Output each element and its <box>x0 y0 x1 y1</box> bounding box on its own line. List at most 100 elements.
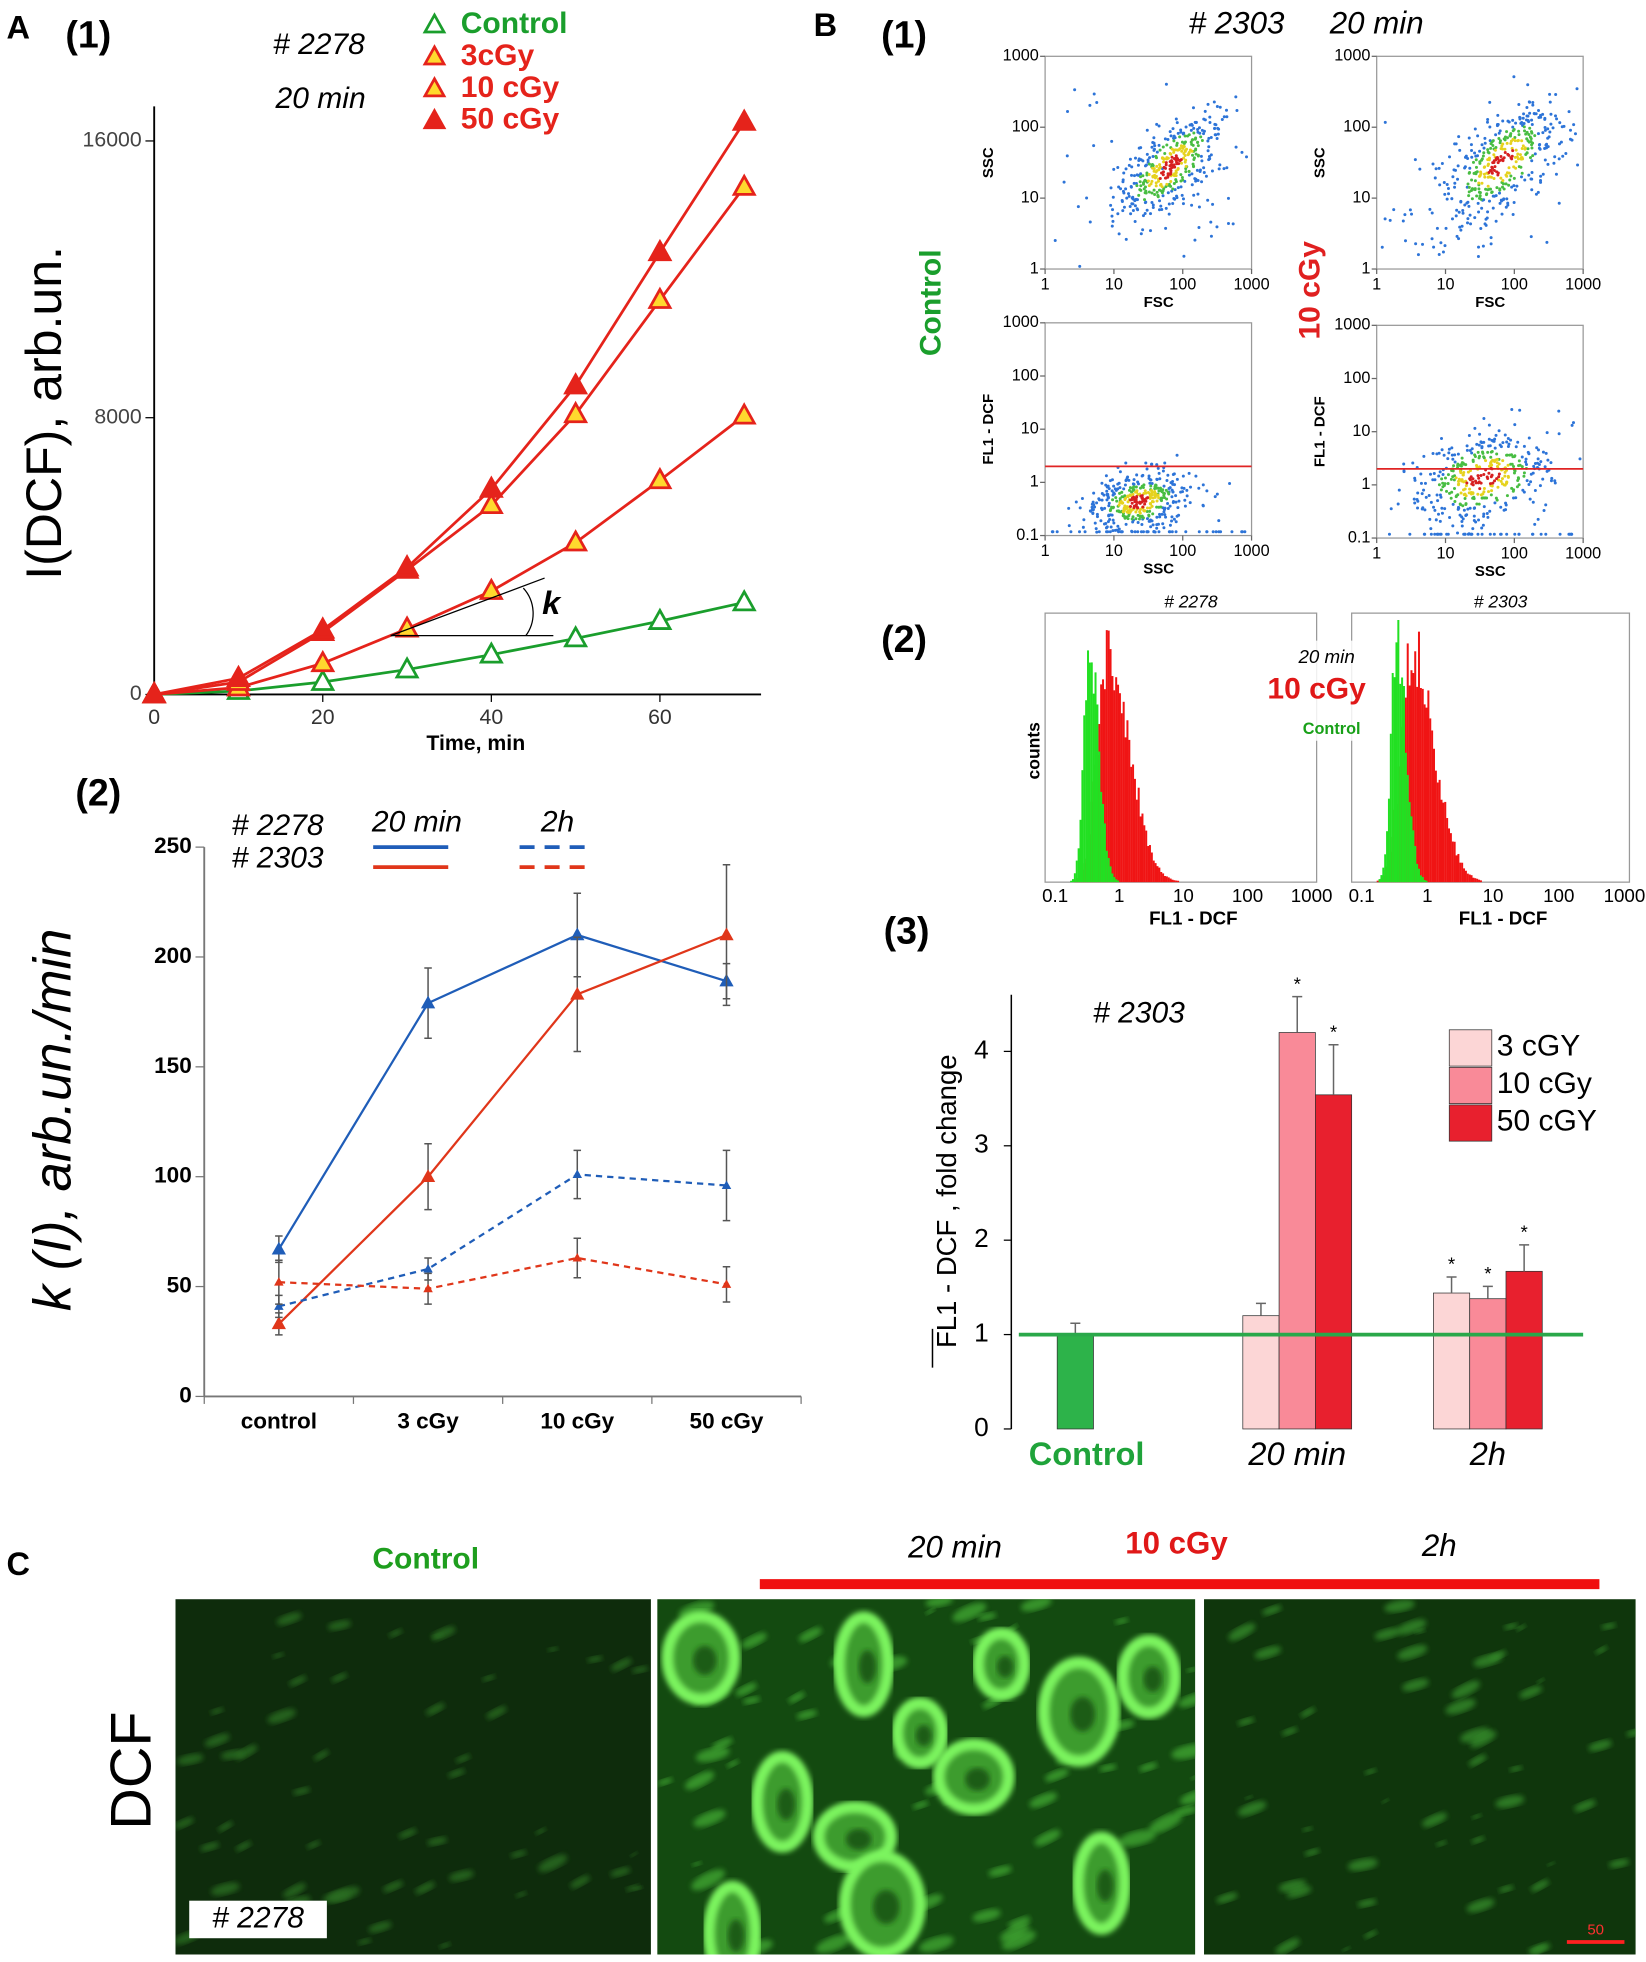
histogram-bin <box>1393 677 1396 883</box>
marker <box>310 649 336 673</box>
event-dot <box>1521 116 1525 120</box>
event-dot <box>1154 184 1158 188</box>
event-dot <box>1488 509 1492 513</box>
event-dot <box>1213 133 1217 137</box>
cell-spot <box>1171 1743 1196 1760</box>
event-dot <box>1172 196 1176 200</box>
event-dot <box>1166 506 1170 510</box>
event-dot <box>1482 416 1486 420</box>
micrograph <box>1204 1599 1636 1955</box>
histogram-bin <box>1081 770 1084 883</box>
cell-spot <box>313 1750 329 1761</box>
event-dot <box>1220 117 1224 121</box>
series-line <box>278 933 727 1325</box>
event-dot <box>1130 165 1134 169</box>
event-dot <box>1475 442 1479 446</box>
histogram-bin <box>1417 631 1420 883</box>
event-dot <box>1530 143 1534 147</box>
event-dot <box>1127 488 1131 492</box>
image-label: 2h <box>1421 1528 1457 1563</box>
event-dot <box>1185 494 1189 498</box>
event-dot <box>1483 175 1487 179</box>
event-dot <box>1130 517 1134 521</box>
event-dot <box>1097 530 1101 534</box>
event-dot <box>1126 495 1130 499</box>
event-dot <box>1188 501 1192 505</box>
event-dot <box>1413 478 1417 482</box>
event-dot <box>1188 123 1192 127</box>
event-dot <box>1508 134 1512 138</box>
event-dot <box>1110 513 1114 517</box>
event-dot <box>1489 146 1493 150</box>
event-dot <box>1495 124 1499 128</box>
series-line <box>278 1173 727 1308</box>
histogram-bin <box>1173 880 1176 883</box>
event-dot <box>1147 172 1151 176</box>
event-dot <box>1207 145 1211 149</box>
event-dot <box>1134 510 1138 514</box>
event-dot <box>1136 520 1140 524</box>
event-dot <box>1482 146 1486 150</box>
event-dot <box>1475 170 1479 174</box>
cell-spot <box>1601 1623 1616 1630</box>
event-dot <box>1149 212 1153 216</box>
event-dot <box>1489 142 1493 146</box>
event-dot <box>1102 493 1106 497</box>
event-dot <box>1559 140 1563 144</box>
event-dot <box>1507 166 1511 170</box>
image-label: 10 cGy <box>1125 1526 1228 1561</box>
event-dot <box>1506 474 1510 478</box>
event-dot <box>1468 213 1472 217</box>
event-dot <box>1480 143 1484 147</box>
event-dot <box>1139 175 1143 179</box>
event-dot <box>1524 457 1528 461</box>
event-dot <box>1544 532 1548 536</box>
event-dot <box>1171 201 1175 205</box>
event-dot <box>1491 194 1495 198</box>
event-dot <box>1181 132 1185 136</box>
event-dot <box>1174 520 1178 524</box>
event-dot <box>1528 156 1533 160</box>
event-dot <box>1558 532 1562 536</box>
event-dot <box>1093 521 1097 525</box>
event-dot <box>1433 176 1437 180</box>
cell-spot <box>439 1942 451 1949</box>
event-dot <box>1433 532 1437 536</box>
event-dot <box>1511 118 1515 122</box>
event-dot <box>1234 145 1238 149</box>
event-dot <box>1412 497 1416 501</box>
event-dot <box>1128 486 1132 490</box>
event-dot <box>1389 507 1393 511</box>
event-dot <box>1144 200 1148 204</box>
scale-label: 50 <box>1587 1922 1604 1939</box>
cell-nucleus <box>777 1788 796 1821</box>
event-dot <box>1505 480 1509 484</box>
significance-mark: * <box>1448 1254 1455 1275</box>
event-dot <box>1478 149 1482 153</box>
event-dot <box>1483 141 1487 145</box>
event-dot <box>1168 130 1172 134</box>
event-dot <box>1404 239 1408 243</box>
event-dot <box>1104 522 1108 526</box>
histogram-bin <box>1429 718 1432 883</box>
event-dot <box>1109 186 1113 190</box>
event-dot <box>1201 483 1205 487</box>
x-tick-label: 1 <box>1114 885 1124 906</box>
cell-spot <box>1595 1646 1608 1654</box>
event-dot <box>1512 184 1516 188</box>
event-dot <box>1460 456 1464 460</box>
event-dot <box>1147 162 1151 166</box>
event-dot <box>1136 530 1140 534</box>
event-dot <box>1165 182 1169 186</box>
event-dot <box>1133 156 1137 160</box>
event-dot <box>1534 192 1538 196</box>
micrograph-background <box>175 1599 651 1955</box>
y-tick-label: 50 <box>167 1273 192 1298</box>
event-dot <box>1491 143 1495 147</box>
event-dot <box>1481 154 1485 158</box>
event-dot <box>1145 517 1149 521</box>
event-dot <box>1493 479 1497 483</box>
event-dot <box>1162 157 1166 161</box>
event-dot <box>1551 126 1555 130</box>
cell-nucleus <box>845 1828 872 1850</box>
